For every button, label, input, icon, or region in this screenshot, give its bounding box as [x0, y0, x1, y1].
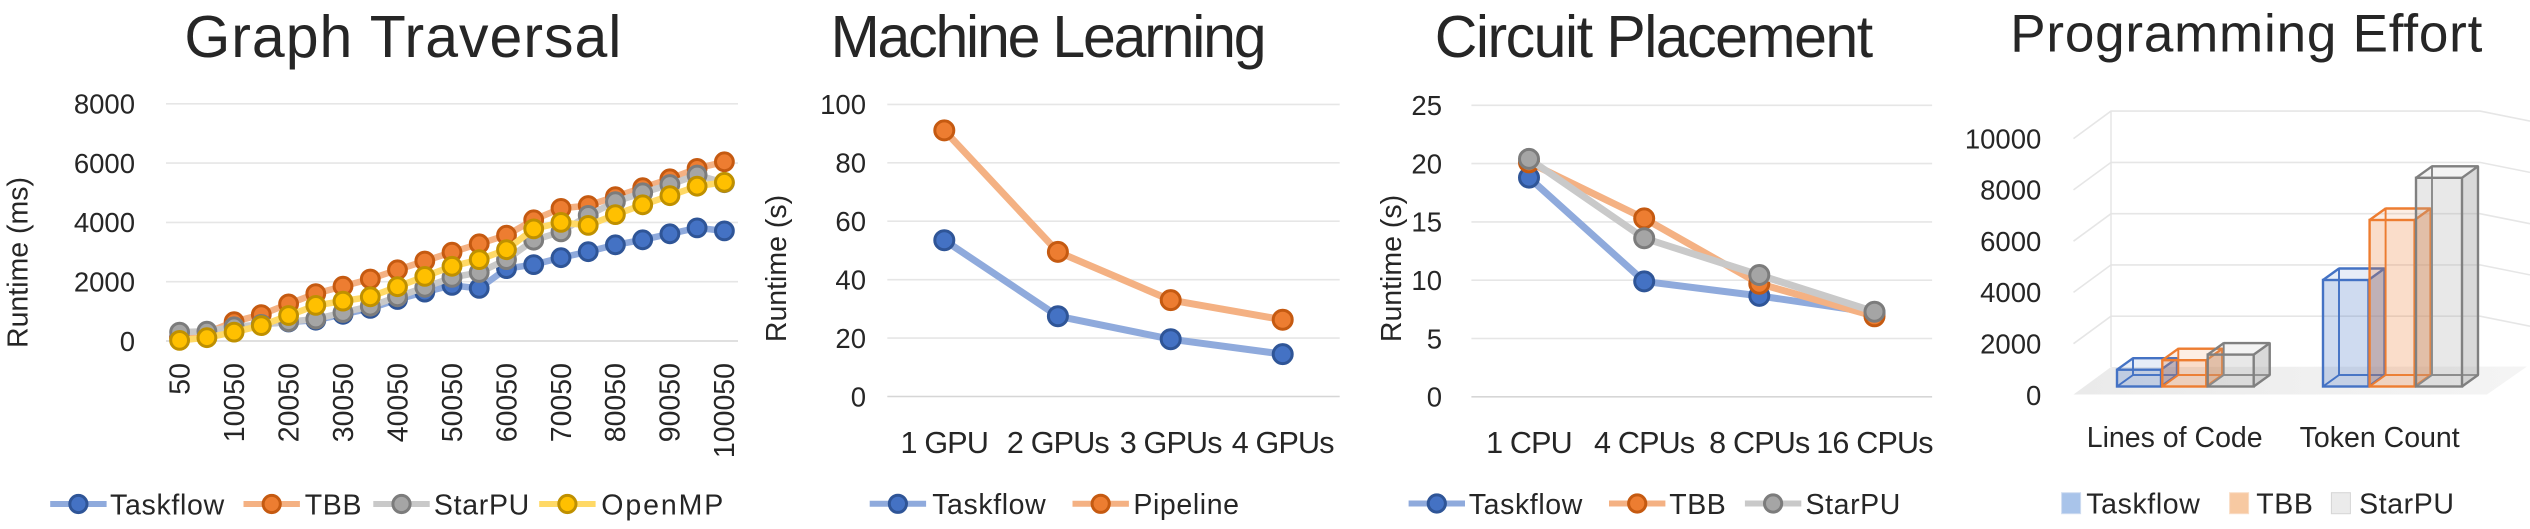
- svg-text:15: 15: [1411, 207, 1442, 238]
- svg-text:6000: 6000: [74, 148, 135, 179]
- svg-text:Runtime (ms): Runtime (ms): [3, 177, 35, 348]
- svg-text:10050: 10050: [219, 363, 251, 442]
- svg-text:TBB: TBB: [1669, 489, 1726, 521]
- svg-text:100050: 100050: [709, 363, 741, 458]
- svg-text:Runtime (s): Runtime (s): [1376, 195, 1408, 342]
- svg-text:2000: 2000: [1980, 329, 2041, 360]
- svg-text:Machine Learning: Machine Learning: [831, 4, 1265, 70]
- svg-text:Circuit Placement: Circuit Placement: [1435, 4, 1873, 70]
- svg-text:Taskflow: Taskflow: [110, 489, 225, 521]
- svg-text:1 GPU: 1 GPU: [901, 426, 989, 460]
- svg-text:0: 0: [120, 326, 135, 357]
- svg-text:StarPU: StarPU: [1806, 489, 1901, 521]
- svg-text:20050: 20050: [273, 363, 305, 442]
- svg-text:30050: 30050: [328, 363, 360, 442]
- svg-text:10: 10: [1411, 265, 1442, 296]
- svg-text:8000: 8000: [1980, 175, 2041, 206]
- svg-text:90050: 90050: [655, 363, 687, 442]
- svg-text:3 GPUs: 3 GPUs: [1120, 426, 1223, 460]
- svg-text:Taskflow: Taskflow: [1469, 489, 1583, 521]
- svg-text:StarPU: StarPU: [434, 489, 530, 521]
- svg-text:TBB: TBB: [2256, 488, 2313, 520]
- svg-text:25: 25: [1411, 90, 1442, 121]
- svg-text:6000: 6000: [1980, 226, 2041, 257]
- svg-text:Taskflow: Taskflow: [932, 489, 1046, 521]
- svg-text:0: 0: [851, 381, 866, 412]
- svg-text:50050: 50050: [437, 363, 469, 442]
- svg-text:8000: 8000: [74, 89, 135, 120]
- svg-text:0: 0: [1427, 382, 1442, 413]
- svg-text:70050: 70050: [546, 363, 578, 442]
- svg-text:80: 80: [835, 148, 866, 179]
- svg-text:Taskflow: Taskflow: [2086, 488, 2200, 520]
- svg-text:4 CPUs: 4 CPUs: [1594, 426, 1695, 460]
- svg-text:8 CPUs: 8 CPUs: [1709, 426, 1810, 460]
- svg-text:Graph Traversal: Graph Traversal: [184, 4, 622, 70]
- svg-text:Lines of Code: Lines of Code: [2087, 422, 2263, 454]
- svg-text:60: 60: [835, 206, 866, 237]
- svg-text:OpenMP: OpenMP: [601, 489, 725, 521]
- svg-text:16 CPUs: 16 CPUs: [1816, 426, 1933, 460]
- svg-text:40: 40: [835, 265, 866, 296]
- svg-text:TBB: TBB: [305, 489, 363, 521]
- svg-text:2 GPUs: 2 GPUs: [1007, 426, 1110, 460]
- svg-text:Token Count: Token Count: [2300, 422, 2460, 454]
- svg-text:0: 0: [2026, 380, 2041, 411]
- svg-text:80050: 80050: [600, 363, 632, 442]
- svg-text:2000: 2000: [74, 267, 135, 298]
- svg-text:5: 5: [1427, 323, 1442, 354]
- svg-text:Runtime (s): Runtime (s): [761, 195, 793, 342]
- svg-text:20: 20: [835, 323, 866, 354]
- svg-text:40050: 40050: [382, 363, 414, 442]
- svg-text:10000: 10000: [1965, 123, 2041, 154]
- svg-text:4 GPUs: 4 GPUs: [1232, 426, 1335, 460]
- svg-text:60050: 60050: [491, 363, 523, 442]
- svg-text:StarPU: StarPU: [2359, 488, 2454, 520]
- svg-text:4000: 4000: [74, 207, 135, 238]
- svg-text:Pipeline: Pipeline: [1133, 489, 1239, 521]
- svg-text:Programming Effort: Programming Effort: [2010, 5, 2483, 64]
- svg-text:20: 20: [1411, 148, 1442, 179]
- svg-text:50: 50: [164, 363, 196, 395]
- svg-text:1 CPU: 1 CPU: [1486, 426, 1572, 460]
- svg-text:4000: 4000: [1980, 277, 2041, 308]
- svg-text:100: 100: [820, 89, 866, 120]
